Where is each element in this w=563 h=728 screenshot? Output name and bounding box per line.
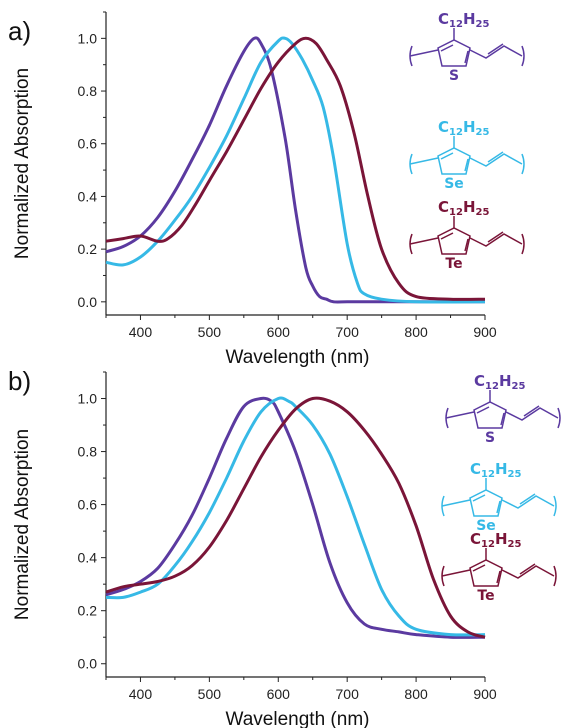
y-axis-title: Normalized Absorption xyxy=(12,429,33,620)
x-tick-label: 400 xyxy=(129,324,153,340)
heteroatom-label: Te xyxy=(445,256,462,272)
x-axis-title: Wavelength (nm) xyxy=(226,347,370,368)
chart-b: 400 500 600 700 800 900 0.0 0.2 0.4 0.6 0.8 1.0 Wave… xyxy=(12,371,561,728)
y-tick-label: 0.8 xyxy=(78,444,98,460)
x-tick-label: 700 xyxy=(336,686,360,702)
x-tick-label: 600 xyxy=(267,324,291,340)
vinylene-bond xyxy=(501,565,555,579)
x-tick-label: 600 xyxy=(267,686,291,702)
series-line-tellurophene xyxy=(105,36,486,301)
y-tick-label: 1.0 xyxy=(78,391,98,407)
left-bracket xyxy=(441,495,445,517)
heteroatom-label: S xyxy=(485,430,495,446)
panel-label-b: b) xyxy=(8,366,32,396)
y-tick-label: 1.0 xyxy=(78,30,98,46)
left-bracket xyxy=(409,233,413,255)
structure-thiophene: C12H25 S xyxy=(409,10,525,84)
series-line-selenophene xyxy=(105,36,486,304)
x-tick-label: 500 xyxy=(198,686,222,702)
structure-selenophene: C12H25 Se xyxy=(409,118,525,192)
right-bracket xyxy=(553,565,557,587)
ring-icon xyxy=(469,489,503,517)
vinylene-bond xyxy=(501,495,555,509)
series-line-selenophene xyxy=(105,396,486,637)
ring-icon xyxy=(473,401,507,429)
ring-icon xyxy=(437,39,471,67)
right-bracket xyxy=(521,45,525,67)
substituent-label: C12H25 xyxy=(470,530,521,550)
x-tick-label: 500 xyxy=(198,324,222,340)
heteroatom-label: S xyxy=(449,68,459,84)
right-bracket xyxy=(521,233,525,255)
left-bracket xyxy=(445,407,449,429)
structure-thiophene: C12H25 S xyxy=(445,372,561,446)
vinylene-bond xyxy=(505,407,559,421)
left-bracket xyxy=(409,45,413,67)
panel-a: 400 500 600 700 800 900 0.0 0.2 0.4 0.6 0.8 1.0 Wave… xyxy=(8,10,525,368)
right-bracket xyxy=(553,495,557,517)
panel-label-a: a) xyxy=(8,16,32,46)
series-line-thiophene xyxy=(105,36,485,304)
chart-a: 400 500 600 700 800 900 0.0 0.2 0.4 0.6 0.8 1.0 Wave… xyxy=(12,10,525,368)
x-tick-label: 400 xyxy=(129,686,153,702)
x-tick-label: 800 xyxy=(404,686,428,702)
right-bracket xyxy=(521,153,525,175)
y-axis-title: Normalized Absorption xyxy=(12,68,33,259)
left-bracket xyxy=(441,565,445,587)
ring-icon xyxy=(437,227,471,255)
y-tick-label: 0.2 xyxy=(78,241,98,257)
x-tick-label: 700 xyxy=(336,324,360,340)
y-tick-label: 0.6 xyxy=(78,136,98,152)
substituent-label: C12H25 xyxy=(438,10,489,30)
ring-icon xyxy=(437,147,471,175)
x-tick-label: 900 xyxy=(473,324,497,340)
x-tick-label: 900 xyxy=(473,686,497,702)
vinylene-bond xyxy=(469,45,523,59)
structure-tellurophene: C12H25 Te xyxy=(409,198,525,272)
structure-selenophene: C12H25 Se xyxy=(441,460,557,534)
y-tick-label: 0.0 xyxy=(78,656,98,672)
substituent-label: C12H25 xyxy=(474,372,525,392)
structures-legend: C12H25 S C12H25 Se C12H25 Te xyxy=(409,10,525,272)
left-bracket xyxy=(409,153,413,175)
structure-tellurophene: C12H25 Te xyxy=(441,530,557,604)
y-tick-label: 0.4 xyxy=(78,188,98,204)
substituent-label: C12H25 xyxy=(438,198,489,218)
y-tick-label: 0.0 xyxy=(78,294,98,310)
series-line-tellurophene xyxy=(105,396,486,639)
heteroatom-label: Se xyxy=(444,176,464,192)
y-tick-label: 0.6 xyxy=(78,497,98,513)
substituent-label: C12H25 xyxy=(470,460,521,480)
vinylene-bond xyxy=(469,153,523,167)
heteroatom-label: Se xyxy=(476,518,496,534)
y-tick-label: 0.8 xyxy=(78,83,98,99)
series-line-thiophene xyxy=(105,396,486,639)
heteroatom-label: Te xyxy=(477,588,494,604)
y-tick-label: 0.2 xyxy=(78,603,98,619)
panel-b: 400 500 600 700 800 900 0.0 0.2 0.4 0.6 0.8 1.0 Wave… xyxy=(0,364,563,728)
x-tick-label: 800 xyxy=(404,324,428,340)
x-axis-title: Wavelength (nm) xyxy=(226,709,370,728)
y-tick-label: 0.4 xyxy=(78,550,98,566)
substituent-label: C12H25 xyxy=(438,118,489,138)
vinylene-bond xyxy=(469,233,523,247)
ring-icon xyxy=(469,559,503,587)
right-bracket xyxy=(557,407,561,429)
